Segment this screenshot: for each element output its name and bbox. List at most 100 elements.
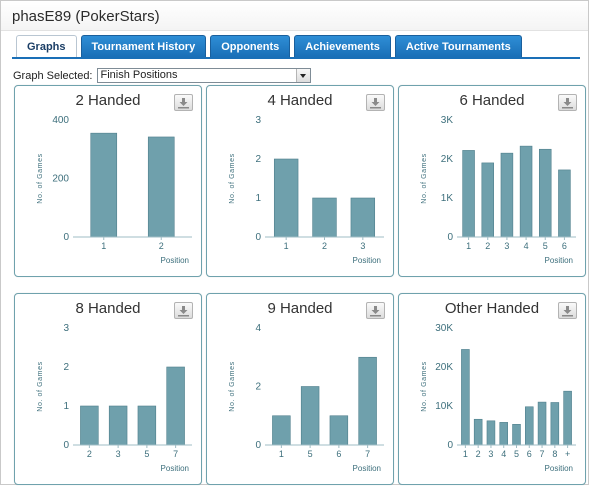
bar — [563, 390, 572, 446]
x-tick-label: 3 — [360, 241, 365, 251]
download-icon — [178, 97, 189, 108]
bar — [473, 418, 483, 446]
x-tick-label: 8 — [552, 449, 557, 459]
download-icon — [562, 97, 573, 108]
bar — [499, 422, 508, 446]
y-tick-label: 30K — [435, 324, 453, 334]
bar — [273, 158, 299, 238]
tab-underline — [12, 57, 580, 59]
chevron-down-icon[interactable] — [295, 69, 310, 82]
x-axis-label: Position — [545, 464, 573, 473]
graph-select-dropdown[interactable]: Finish Positions — [96, 68, 311, 83]
y-tick-label: 400 — [52, 116, 69, 126]
y-tick-label: 200 — [52, 174, 69, 185]
y-tick-label: 0 — [63, 440, 69, 451]
y-tick-label: 0 — [255, 440, 261, 451]
download-button[interactable] — [366, 302, 385, 319]
y-axis-label: No. of Games — [421, 361, 428, 411]
bar — [312, 197, 337, 238]
y-axis-label: No. of Games — [421, 153, 428, 203]
chart-title: 2 Handed — [75, 92, 141, 109]
y-tick-label: 10K — [435, 401, 453, 412]
chart-panel-2-handed: 2 Handed 0 200 400 No. of Games 1 2 Position — [14, 85, 202, 277]
graph-selector: Graph Selected: Finish Positions — [13, 68, 311, 83]
bar — [329, 415, 349, 446]
bar-chart: 0 2 4 No. of Games 1 5 6 7 Position — [229, 324, 384, 473]
bar — [147, 136, 175, 238]
x-tick-label: 2 — [159, 241, 164, 251]
y-axis-label: No. of Games — [229, 153, 236, 203]
x-tick-label: 1 — [284, 241, 289, 251]
chart-panel-other-handed: Other Handed 0 10K 20K 30K No. of Games 1 2 3 4 5… — [398, 293, 586, 485]
y-tick-label: 1 — [63, 401, 69, 412]
x-tick-label: 7 — [365, 449, 370, 459]
y-tick-label: 2 — [255, 382, 261, 393]
x-tick-label: 2 — [87, 449, 92, 459]
bar — [558, 169, 571, 238]
x-tick-label: 5 — [308, 449, 313, 459]
x-tick-label: 1 — [466, 241, 471, 251]
x-axis-label: Position — [545, 256, 573, 265]
y-tick-label: 1 — [255, 193, 261, 204]
bar — [108, 405, 128, 446]
x-tick-label: 2 — [476, 449, 481, 459]
x-tick-label: 7 — [173, 449, 178, 459]
chart-title: 8 Handed — [75, 300, 141, 317]
bar — [512, 424, 521, 446]
y-tick-label: 0 — [447, 232, 453, 243]
x-tick-label: 5 — [144, 449, 149, 459]
tab-opponents[interactable]: Opponents — [210, 35, 291, 57]
bar — [300, 386, 320, 446]
x-tick-label: 2 — [485, 241, 490, 251]
download-button[interactable] — [174, 302, 193, 319]
y-axis-label: No. of Games — [37, 361, 44, 411]
y-axis-label: No. of Games — [229, 361, 236, 411]
tab-graphs[interactable]: Graphs — [16, 35, 77, 58]
download-button[interactable] — [366, 94, 385, 111]
chart-title: 4 Handed — [267, 92, 333, 109]
bar — [462, 150, 475, 238]
x-tick-label: 5 — [543, 241, 548, 251]
y-tick-label: 2K — [441, 154, 454, 165]
y-tick-label: 2 — [63, 362, 69, 373]
download-icon — [370, 305, 381, 316]
download-icon — [562, 305, 573, 316]
y-tick-label: 3 — [255, 116, 261, 126]
tab-bar: Graphs Tournament History Opponents Achi… — [16, 35, 522, 58]
x-axis-label: Position — [353, 256, 381, 265]
chart-panel-4-handed: 4 Handed 0 1 2 3 No. of Games 1 2 3 Position — [206, 85, 394, 277]
download-button[interactable] — [558, 302, 577, 319]
tab-tournament-history[interactable]: Tournament History — [80, 35, 207, 57]
tab-active-tournaments[interactable]: Active Tournaments — [394, 35, 522, 57]
bar — [272, 415, 291, 446]
x-axis-label: Position — [161, 256, 189, 265]
y-tick-label: 4 — [255, 324, 261, 334]
y-tick-label: 1K — [441, 193, 454, 204]
download-button[interactable] — [558, 94, 577, 111]
x-tick-label: 1 — [101, 241, 106, 251]
download-button[interactable] — [174, 94, 193, 111]
bar — [481, 162, 494, 238]
bar — [519, 145, 533, 238]
download-icon — [370, 97, 381, 108]
x-tick-label: 3 — [504, 241, 509, 251]
x-tick-label: 6 — [336, 449, 341, 459]
bar — [350, 197, 376, 238]
x-tick-label: 4 — [501, 449, 506, 459]
tab-achievements[interactable]: Achievements — [294, 35, 391, 57]
y-tick-label: 0 — [255, 232, 261, 243]
bar — [80, 405, 99, 446]
x-tick-label: 3 — [116, 449, 121, 459]
title-bar: phasE89 (PokerStars) — [1, 1, 588, 31]
y-tick-label: 2 — [255, 154, 261, 165]
x-tick-label: 1 — [463, 449, 468, 459]
window-title: phasE89 (PokerStars) — [12, 8, 160, 25]
bar — [539, 148, 552, 238]
x-tick-label: 3 — [488, 449, 493, 459]
y-tick-label: 0 — [63, 232, 69, 243]
bar — [550, 402, 560, 446]
x-tick-label: 6 — [562, 241, 567, 251]
chart-title: 9 Handed — [267, 300, 333, 317]
bar — [137, 405, 157, 446]
